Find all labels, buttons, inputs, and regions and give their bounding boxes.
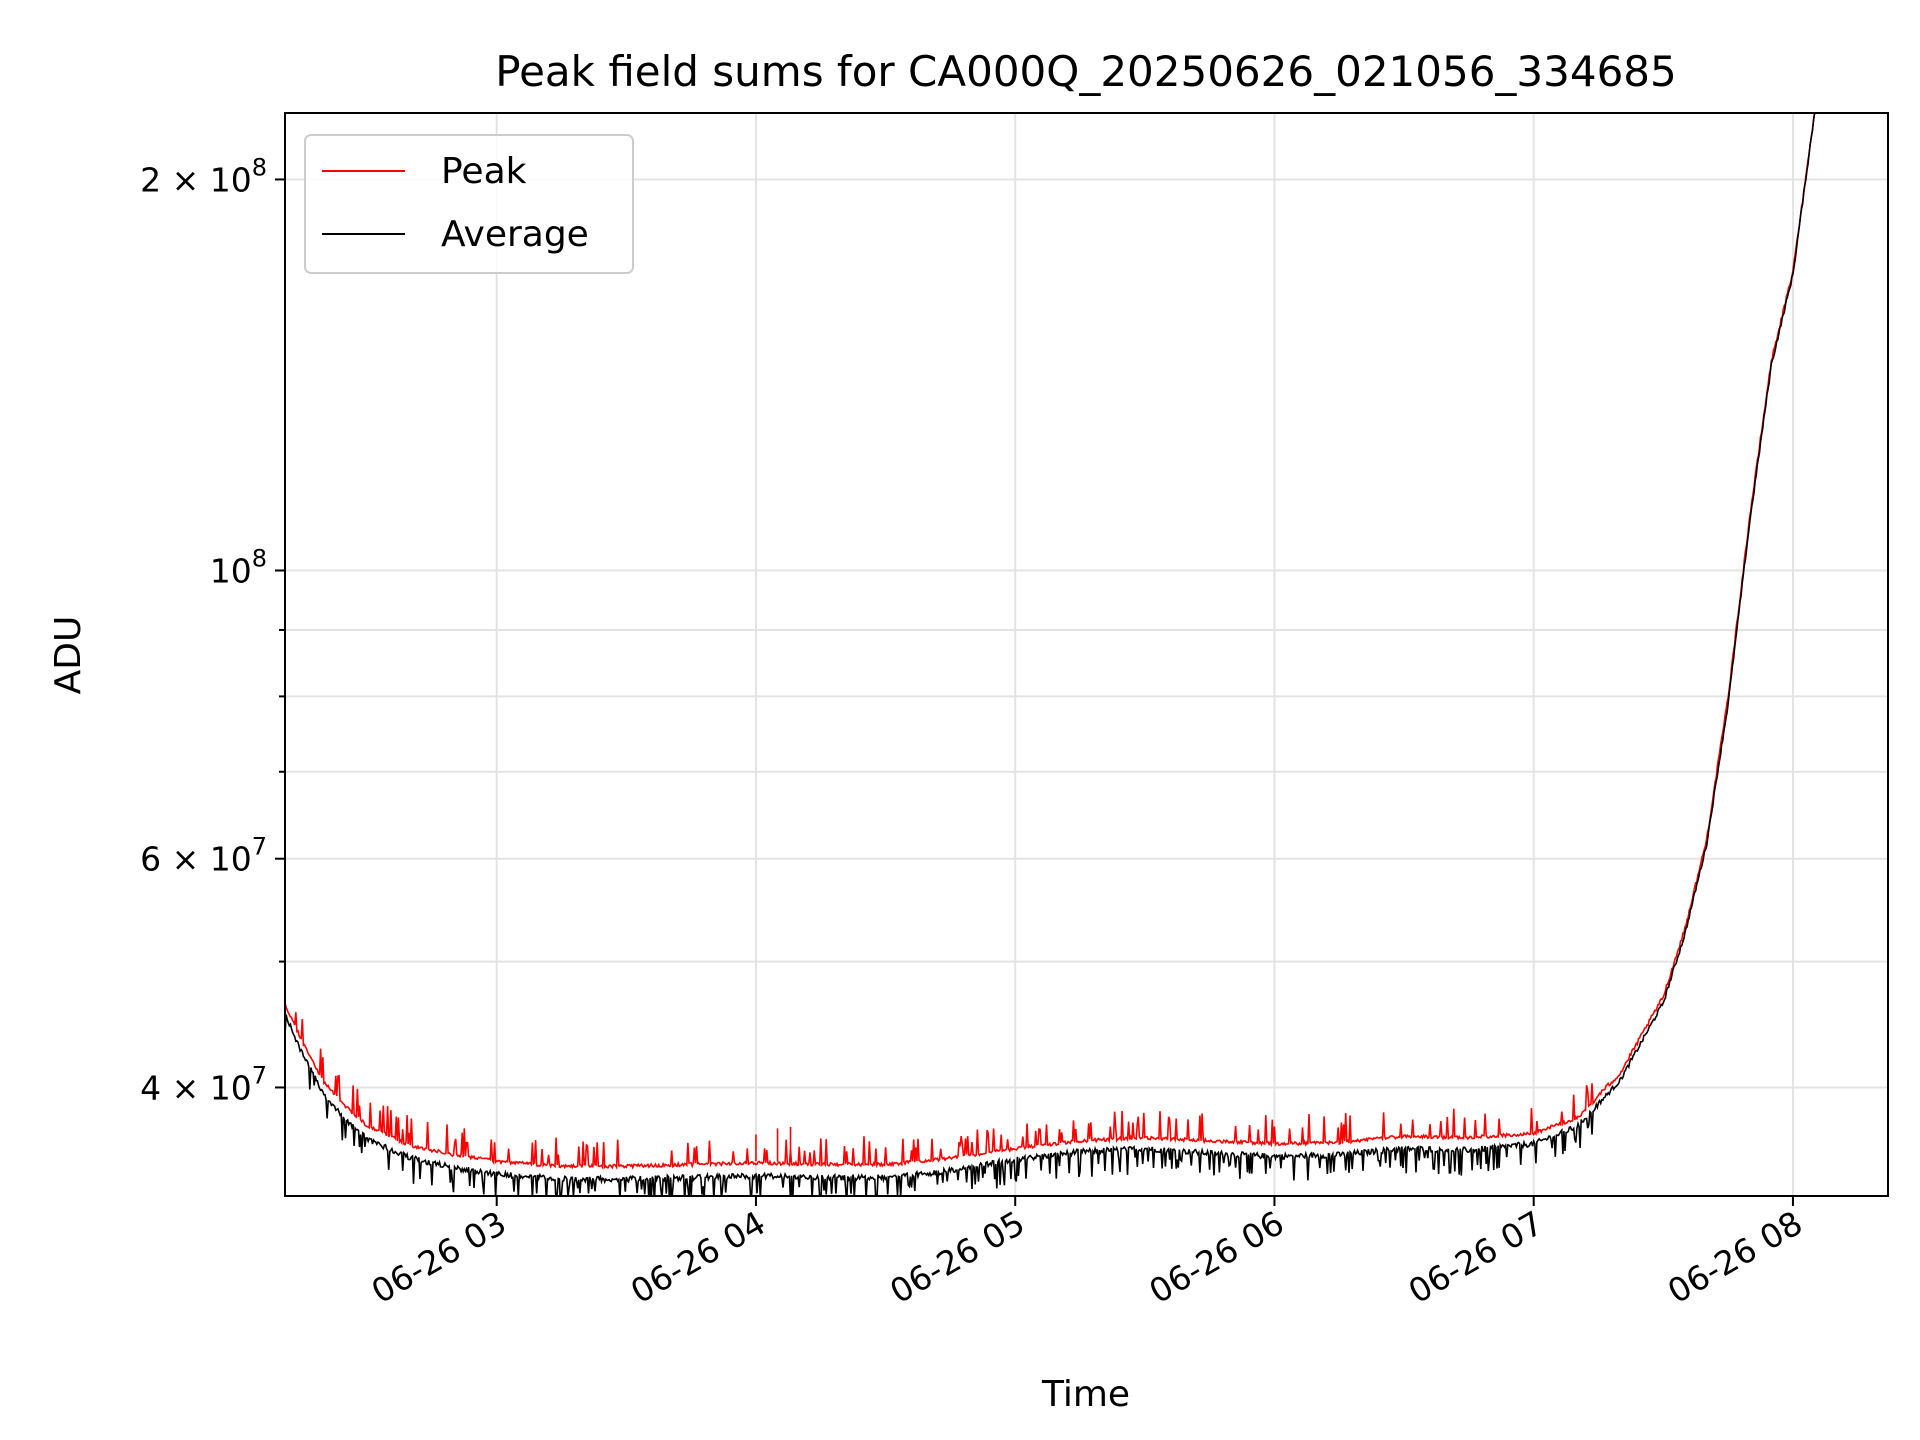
- x-tick-label: 06-26 07: [1402, 1203, 1550, 1311]
- series-layer: [285, 114, 1815, 1205]
- grid: [285, 113, 1888, 1196]
- x-tick-label: 06-26 04: [624, 1203, 772, 1311]
- y-tick-label: 108: [210, 545, 267, 591]
- legend-label-average: Average: [441, 214, 589, 255]
- x-tick-label: 06-26 08: [1661, 1203, 1809, 1311]
- chart-title: Peak field sums for CA000Q_20250626_0210…: [495, 47, 1677, 96]
- series-line-average: [285, 114, 1815, 1205]
- x-tick-label: 06-26 03: [365, 1203, 513, 1311]
- y-axis: 4 × 107 6 × 107 108 2 × 108: [140, 153, 285, 1107]
- legend-label-peak: Peak: [441, 151, 527, 192]
- y-tick-label: 4 × 107: [140, 1061, 267, 1107]
- y-tick-label: 2 × 108: [140, 153, 267, 199]
- x-tick-label: 06-26 06: [1142, 1203, 1290, 1311]
- x-tick-label: 06-26 05: [883, 1203, 1031, 1311]
- x-axis: 06-26 03 06-26 04 06-26 05 06-26 06 06-26 07…: [365, 1196, 1809, 1311]
- x-axis-label: Time: [1041, 1374, 1130, 1415]
- y-axis-label: ADU: [48, 616, 89, 695]
- y-tick-label: 6 × 107: [140, 833, 267, 879]
- plot-frame: [285, 113, 1888, 1196]
- legend: Peak Average: [305, 135, 633, 273]
